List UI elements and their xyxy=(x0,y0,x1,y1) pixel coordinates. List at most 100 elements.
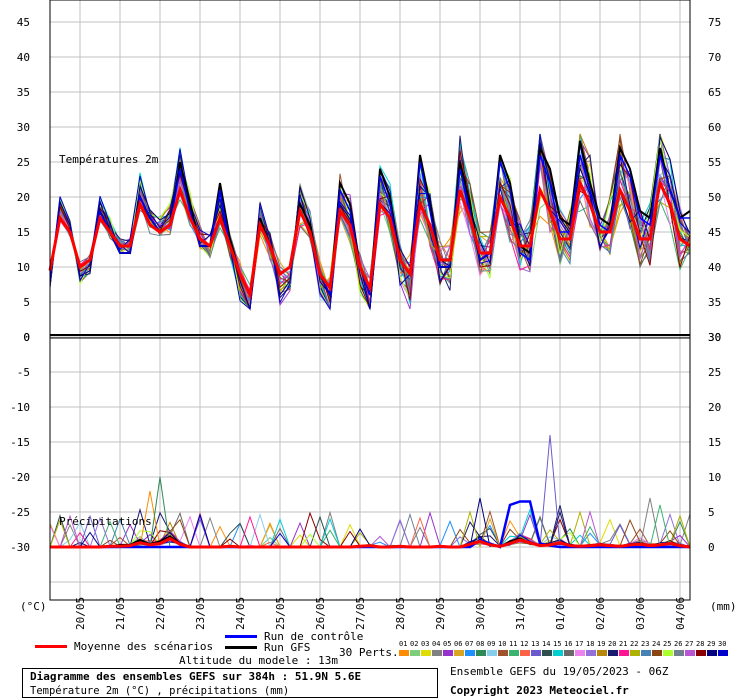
precip-peak xyxy=(319,517,341,548)
precip-tick-right: 0 xyxy=(708,541,715,554)
member-id-label: 17 xyxy=(575,640,584,648)
temp-tick-right: 30 xyxy=(708,331,721,344)
zero-tick: 0 xyxy=(23,331,30,344)
member-color-swatch xyxy=(674,650,684,656)
temp-tick-right: 70 xyxy=(708,51,721,64)
member-color-swatch xyxy=(597,650,607,656)
precip-tick-left: -5 xyxy=(17,366,30,379)
member-color-swatch xyxy=(685,650,695,656)
run-info: Ensemble GEFS du 19/05/2023 - 06Z xyxy=(450,665,669,678)
member-color-swatch xyxy=(399,650,409,656)
precip-peak xyxy=(539,434,561,548)
member-id-label: 30 xyxy=(718,640,727,648)
member-color-swatch xyxy=(520,650,530,656)
temperature-panel-label: Températures 2m xyxy=(59,153,159,166)
model-altitude: Altitude du modele : 13m xyxy=(179,654,338,667)
temp-tick-left: 0 xyxy=(23,331,30,344)
separator-right-tick: 30 xyxy=(708,331,721,344)
member-id-label: 27 xyxy=(685,640,694,648)
precip-tick-left: -30 xyxy=(10,541,30,554)
temp-tick-right: 55 xyxy=(708,156,721,169)
precip-tick-right: 25 xyxy=(708,366,721,379)
precip-tick-left: -25 xyxy=(10,506,30,519)
copyright: Copyright 2023 Meteociel.fr xyxy=(450,684,629,697)
member-color-swatch xyxy=(630,650,640,656)
precip-tick-right: 20 xyxy=(708,401,721,414)
member-color-swatch xyxy=(564,650,574,656)
date-tick: 29/05 xyxy=(434,597,447,630)
date-tick: 04/06 xyxy=(674,597,687,630)
date-tick: 20/05 xyxy=(74,597,87,630)
member-color-swatch xyxy=(652,650,662,656)
date-tick: 01/06 xyxy=(554,597,567,630)
member-id-label: 01 xyxy=(399,640,408,648)
date-tick: 27/05 xyxy=(354,597,367,630)
member-id-label: 21 xyxy=(619,640,628,648)
member-color-swatch xyxy=(707,650,717,656)
date-tick: 24/05 xyxy=(234,597,247,630)
member-color-swatch xyxy=(575,650,585,656)
member-temp-line xyxy=(49,134,691,311)
precip-tick-right: 10 xyxy=(708,471,721,484)
temp-tick-right: 35 xyxy=(708,296,721,309)
member-id-label: 16 xyxy=(564,640,573,648)
precip-peak xyxy=(469,497,491,548)
legend-gfs-label: Run GFS xyxy=(264,641,311,654)
plot-frame xyxy=(49,0,691,601)
member-color-swatch xyxy=(542,650,552,656)
date-tick: 23/05 xyxy=(194,597,207,630)
legend-control-swatch xyxy=(225,635,257,638)
date-tick: 25/05 xyxy=(274,597,287,630)
temp-tick-right: 45 xyxy=(708,226,721,239)
temp-tick-right: 40 xyxy=(708,261,721,274)
member-id-label: 10 xyxy=(498,640,507,648)
member-color-swatch xyxy=(696,650,706,656)
member-color-swatch xyxy=(454,650,464,656)
date-tick: 03/06 xyxy=(634,597,647,630)
precip-peak xyxy=(479,517,501,548)
member-id-label: 02 xyxy=(410,640,419,648)
member-color-swatch xyxy=(608,650,618,656)
member-color-swatch xyxy=(531,650,541,656)
temp-tick-left: 45 xyxy=(17,16,30,29)
legend-mean-label: Moyenne des scénarios xyxy=(74,640,214,653)
member-color-swatch xyxy=(663,650,673,656)
member-color-swatch xyxy=(410,650,420,656)
member-color-swatch xyxy=(476,650,486,656)
precip-peak xyxy=(139,490,161,548)
temp-tick-left: 15 xyxy=(17,226,30,239)
diagram-subtitle: Température 2m (°C) , précipitations (mm… xyxy=(30,685,290,697)
precip-tick-left: -20 xyxy=(10,471,30,484)
precip-peak xyxy=(639,497,661,548)
mean-temp-line xyxy=(48,178,691,301)
date-tick: 22/05 xyxy=(154,597,167,630)
member-id-label: 26 xyxy=(674,640,683,648)
temp-tick-right: 65 xyxy=(708,86,721,99)
grid xyxy=(50,0,690,600)
info-box xyxy=(22,668,438,698)
member-id-label: 13 xyxy=(531,640,540,648)
member-color-swatch xyxy=(498,650,508,656)
precip-tick-left: -15 xyxy=(10,436,30,449)
member-id-label: 15 xyxy=(553,640,562,648)
member-id-label: 05 xyxy=(443,640,452,648)
member-id-label: 24 xyxy=(652,640,661,648)
precip-tick-right: 15 xyxy=(708,436,721,449)
temp-tick-left: 35 xyxy=(17,86,30,99)
precip-peak xyxy=(549,510,571,548)
member-color-swatch xyxy=(641,650,651,656)
left-unit-label: (°C) xyxy=(20,600,47,613)
precip-tick-left: -10 xyxy=(10,401,30,414)
member-id-label: 11 xyxy=(509,640,518,648)
temp-tick-left: 20 xyxy=(17,191,30,204)
member-id-label: 03 xyxy=(421,640,430,648)
date-tick: 26/05 xyxy=(314,597,327,630)
main-series xyxy=(48,140,691,549)
precip-peak xyxy=(579,510,601,548)
precip-peak xyxy=(149,476,171,548)
member-color-swatch xyxy=(509,650,519,656)
right-unit-label: (mm) xyxy=(710,600,737,613)
precip-peak xyxy=(649,504,671,548)
member-id-label: 08 xyxy=(476,640,485,648)
